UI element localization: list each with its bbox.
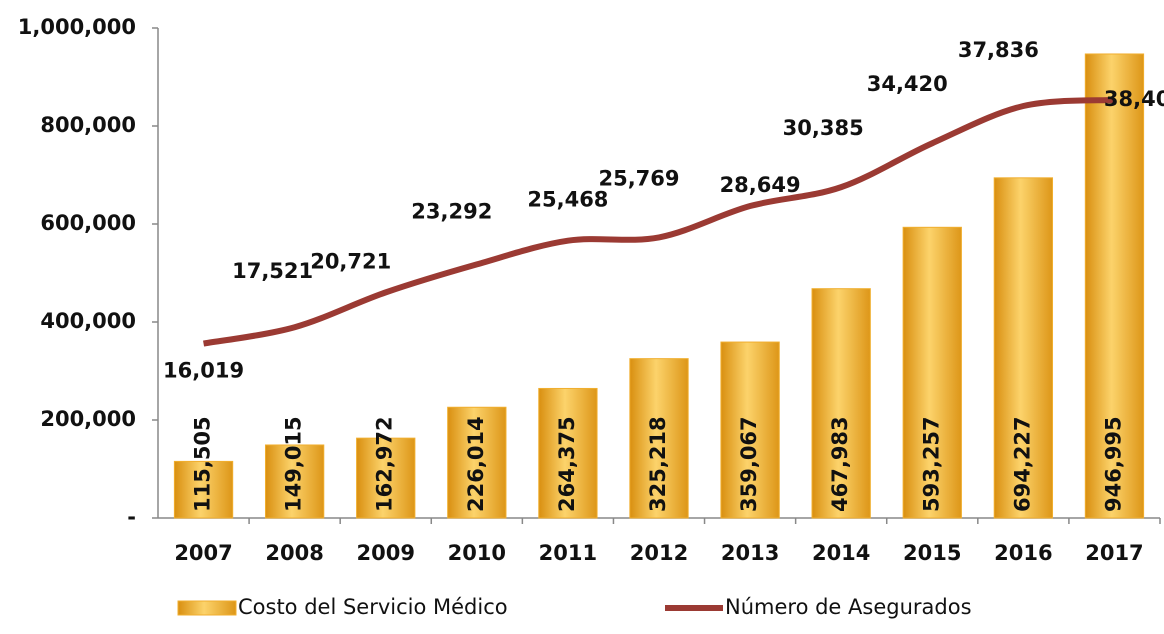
x-tick-label: 2008 [265, 541, 323, 565]
y-tick-label: 800,000 [40, 113, 136, 137]
bar [264, 444, 325, 519]
line-value-label: 17,521 [232, 259, 313, 283]
x-tick-label: 2012 [630, 541, 688, 565]
bar-value-label: 593,257 [919, 416, 943, 512]
x-tick-label: 2017 [1085, 541, 1143, 565]
line-value-label: 37,836 [958, 38, 1039, 62]
bar [1084, 53, 1145, 519]
bar [356, 437, 416, 519]
bar-value-label: 226,014 [464, 416, 488, 512]
line [203, 96, 1115, 347]
y-tick-label: 200,000 [40, 407, 136, 431]
x-tick-label: 2010 [448, 541, 506, 565]
x-tick-label: 2013 [721, 541, 779, 565]
bar-value-label: 946,995 [1101, 416, 1125, 512]
bar [993, 177, 1054, 519]
bar-value-label: 264,375 [555, 416, 579, 512]
line-value-label: 23,292 [411, 199, 492, 223]
bar-value-label: 325,218 [646, 416, 670, 512]
line-value-label: 38,402 [1104, 87, 1164, 111]
bar [720, 341, 780, 519]
bar [538, 387, 598, 519]
legend-label: Costo del Servicio Médico [238, 595, 508, 619]
line-value-label: 34,420 [867, 72, 948, 96]
line-value-label: 16,019 [163, 359, 244, 383]
bar [447, 406, 507, 519]
bar-value-label: 115,505 [191, 416, 215, 512]
x-tick-label: 2009 [357, 541, 415, 565]
y-tick-label: 1,000,000 [18, 15, 136, 39]
line-value-label: 28,649 [720, 173, 801, 197]
bar [629, 358, 689, 519]
x-tick-label: 2015 [903, 541, 961, 565]
y-tick-label: 600,000 [40, 211, 136, 235]
y-tick-label: - [127, 505, 136, 529]
bar [902, 226, 962, 519]
line-value-label: 20,721 [310, 249, 391, 273]
bar [173, 460, 234, 519]
bar [811, 288, 871, 519]
line-value-label: 25,468 [527, 188, 608, 212]
legend-label: Número de Asegurados [725, 595, 972, 619]
bar-value-label: 467,983 [828, 416, 852, 512]
legend-swatch [177, 600, 237, 616]
line-value-label: 30,385 [783, 116, 864, 140]
x-tick-label: 2007 [174, 541, 232, 565]
y-tick-label: 400,000 [40, 309, 136, 333]
bar-value-label: 359,067 [737, 416, 761, 512]
x-tick-label: 2011 [539, 541, 597, 565]
bar-value-label: 162,972 [373, 416, 397, 512]
x-tick-label: 2014 [812, 541, 870, 565]
bar-value-label: 149,015 [282, 416, 306, 512]
x-tick-label: 2016 [994, 541, 1052, 565]
bar-value-label: 694,227 [1010, 416, 1034, 512]
line-value-label: 25,769 [598, 166, 679, 190]
